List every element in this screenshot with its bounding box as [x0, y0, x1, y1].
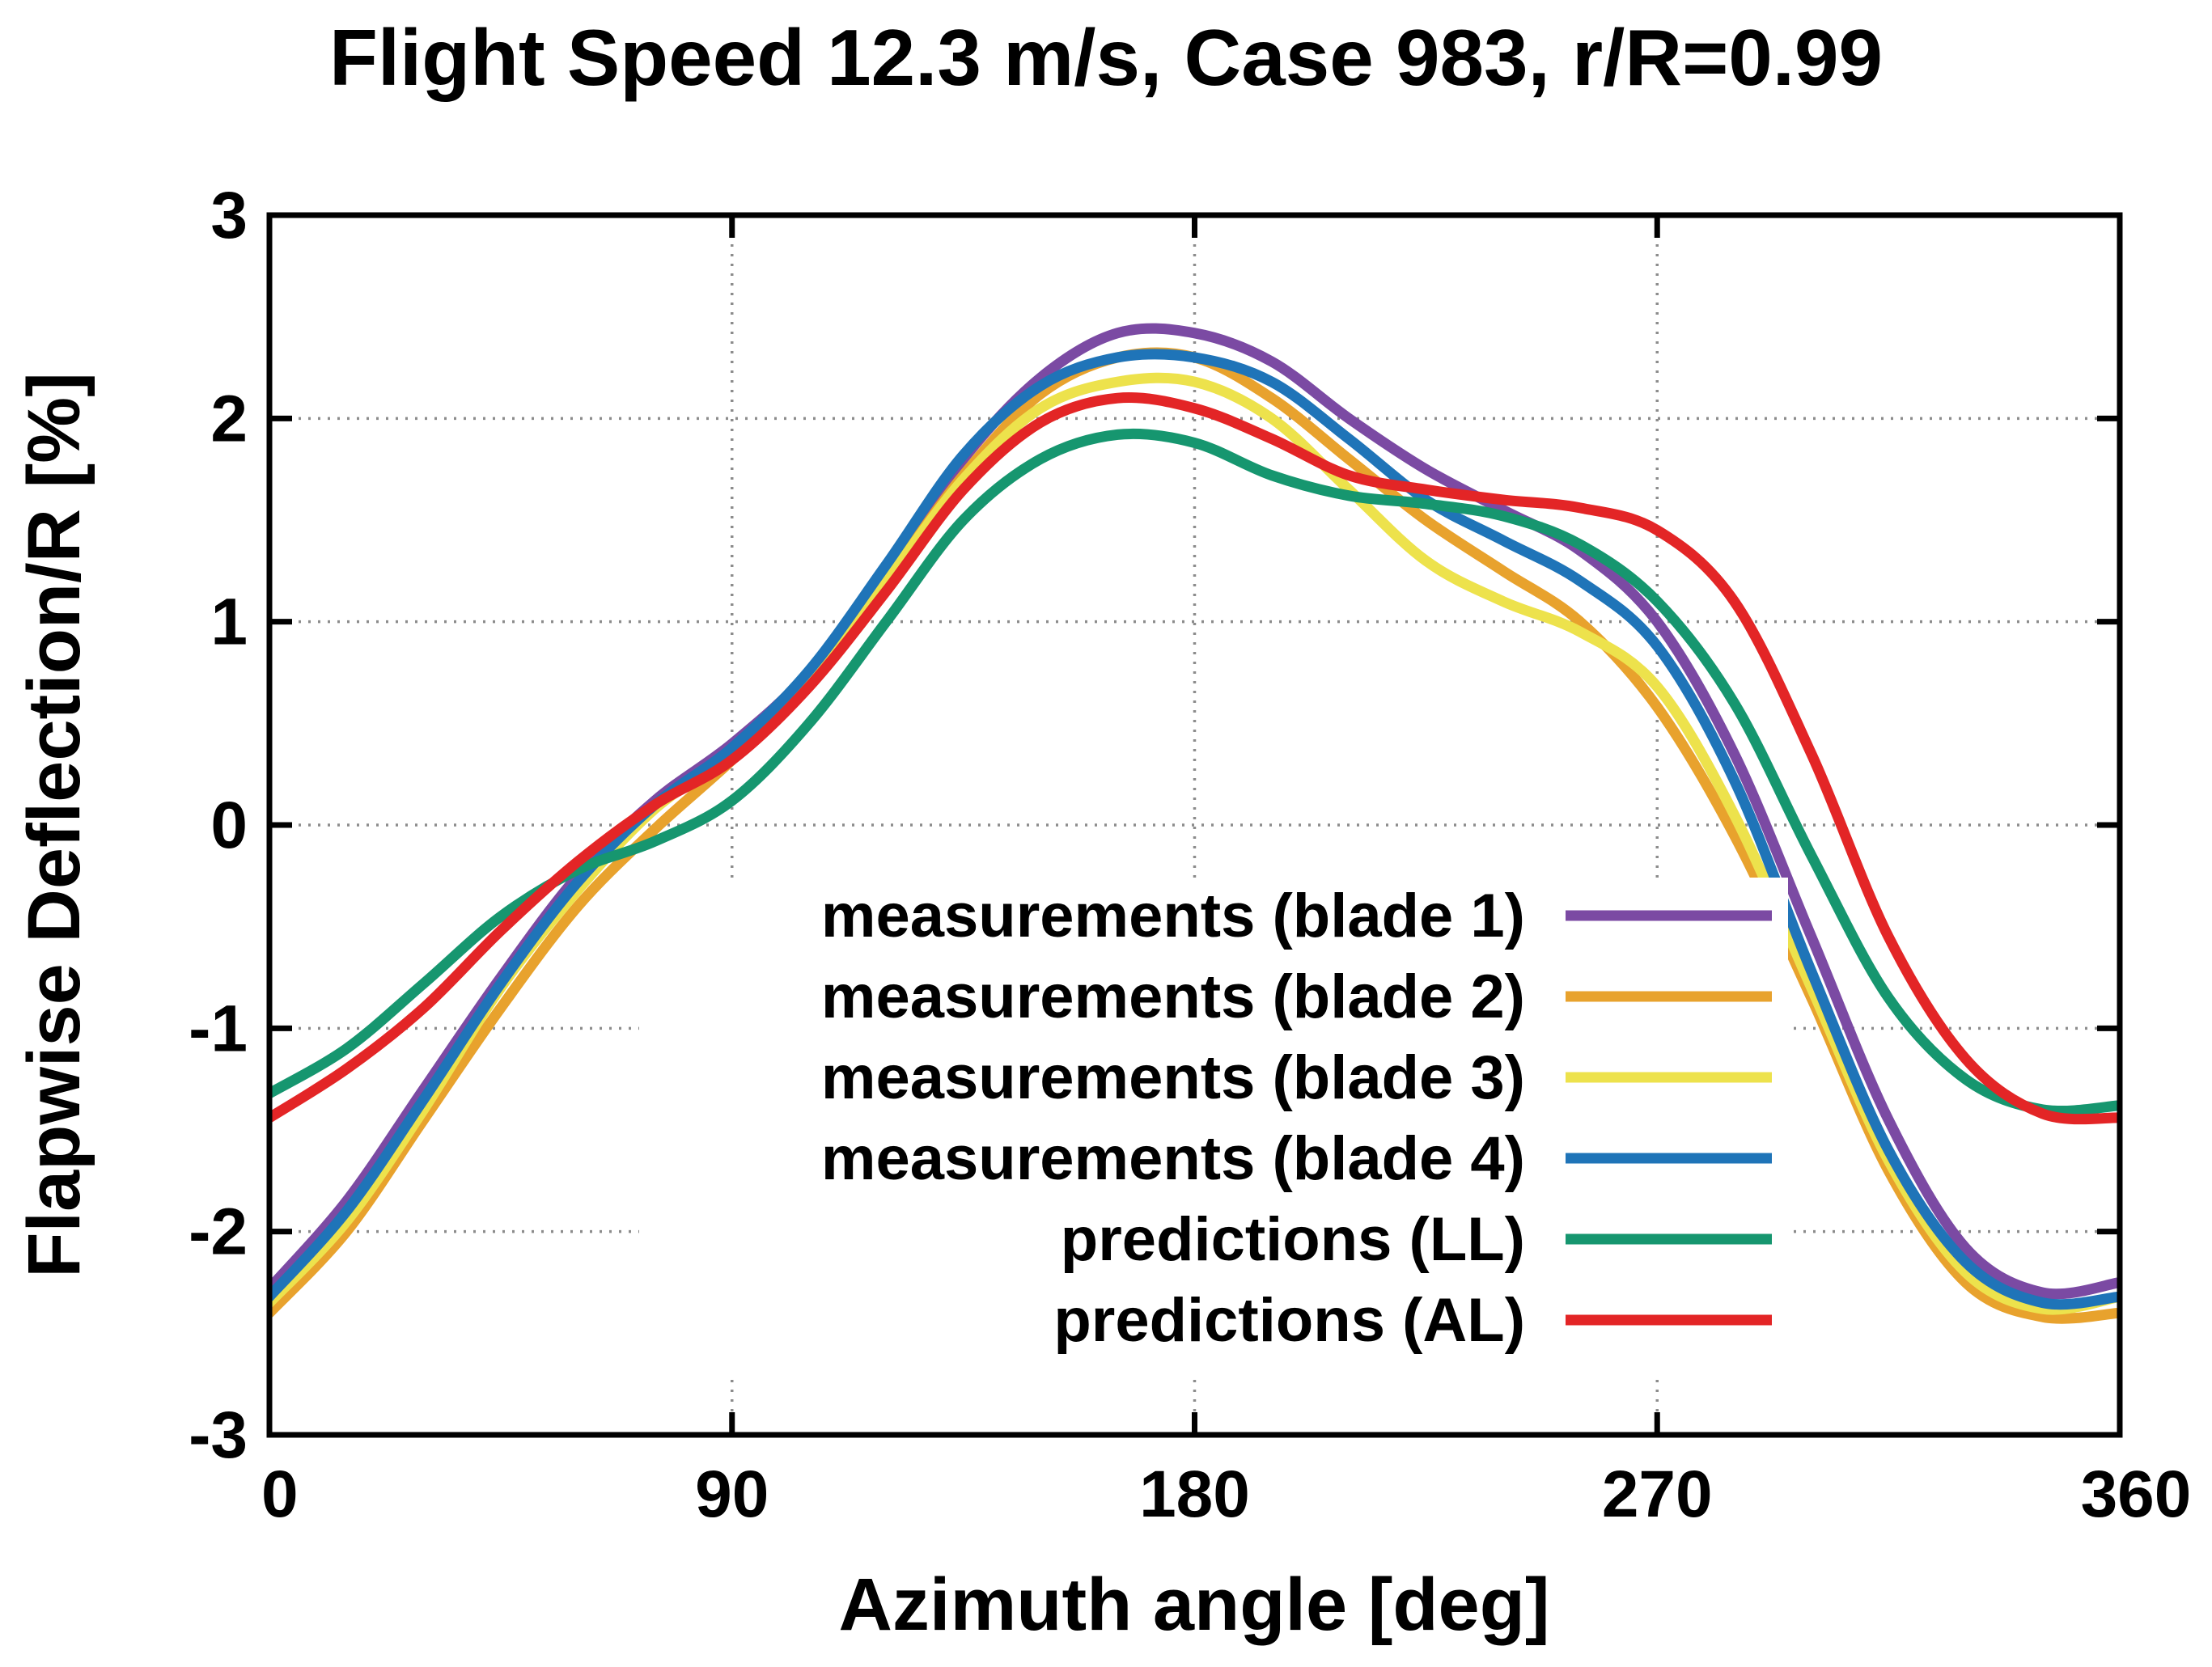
x-tick-label: 360 — [2081, 1458, 2192, 1531]
y-tick-label: 3 — [210, 179, 248, 252]
y-tick-label: 0 — [210, 789, 248, 862]
legend-background — [639, 878, 1788, 1375]
legend-label-5: predictions (LL) — [1061, 1205, 1525, 1274]
x-tick-labels: 0 90 180 270 360 — [261, 1458, 2191, 1531]
y-tick-label: -1 — [189, 992, 248, 1065]
legend-label-1: measurements (blade 1) — [821, 882, 1525, 950]
x-tick-label: 90 — [695, 1458, 769, 1531]
series-group — [267, 323, 2120, 1324]
legend-label-6: predictions (AL) — [1053, 1286, 1525, 1355]
x-tick-label: 0 — [261, 1458, 299, 1531]
plot-frame — [266, 212, 2123, 1438]
y-tick-label: -2 — [189, 1195, 248, 1269]
legend-label-4: measurements (blade 4) — [821, 1124, 1525, 1193]
x-tick-label: 180 — [1139, 1458, 1250, 1531]
legend: measurements (blade 1) measurements (blad… — [821, 882, 1772, 1355]
y-axis-label: Flapwise Deflection/R [%] — [13, 372, 95, 1278]
y-tick-label: -3 — [189, 1398, 248, 1472]
chart-title: Flight Speed 12.3 m/s, Case 983, r/R=0.9… — [329, 13, 1883, 102]
y-tick-label: 1 — [210, 586, 248, 659]
legend-label-2: measurements (blade 2) — [821, 963, 1525, 1031]
series-line-4 — [267, 349, 2120, 1310]
series-line-6 — [267, 392, 2120, 1125]
legend-mask — [639, 878, 1788, 1375]
x-tick-label: 270 — [1602, 1458, 1713, 1531]
x-axis-label: Azimuth angle [deg] — [838, 1563, 1549, 1646]
legend-label-3: measurements (blade 3) — [821, 1043, 1525, 1112]
y-tick-labels: -3 -2 -1 0 1 2 3 — [189, 179, 248, 1472]
y-tick-label: 2 — [210, 382, 248, 455]
series-line-5 — [267, 428, 2120, 1117]
